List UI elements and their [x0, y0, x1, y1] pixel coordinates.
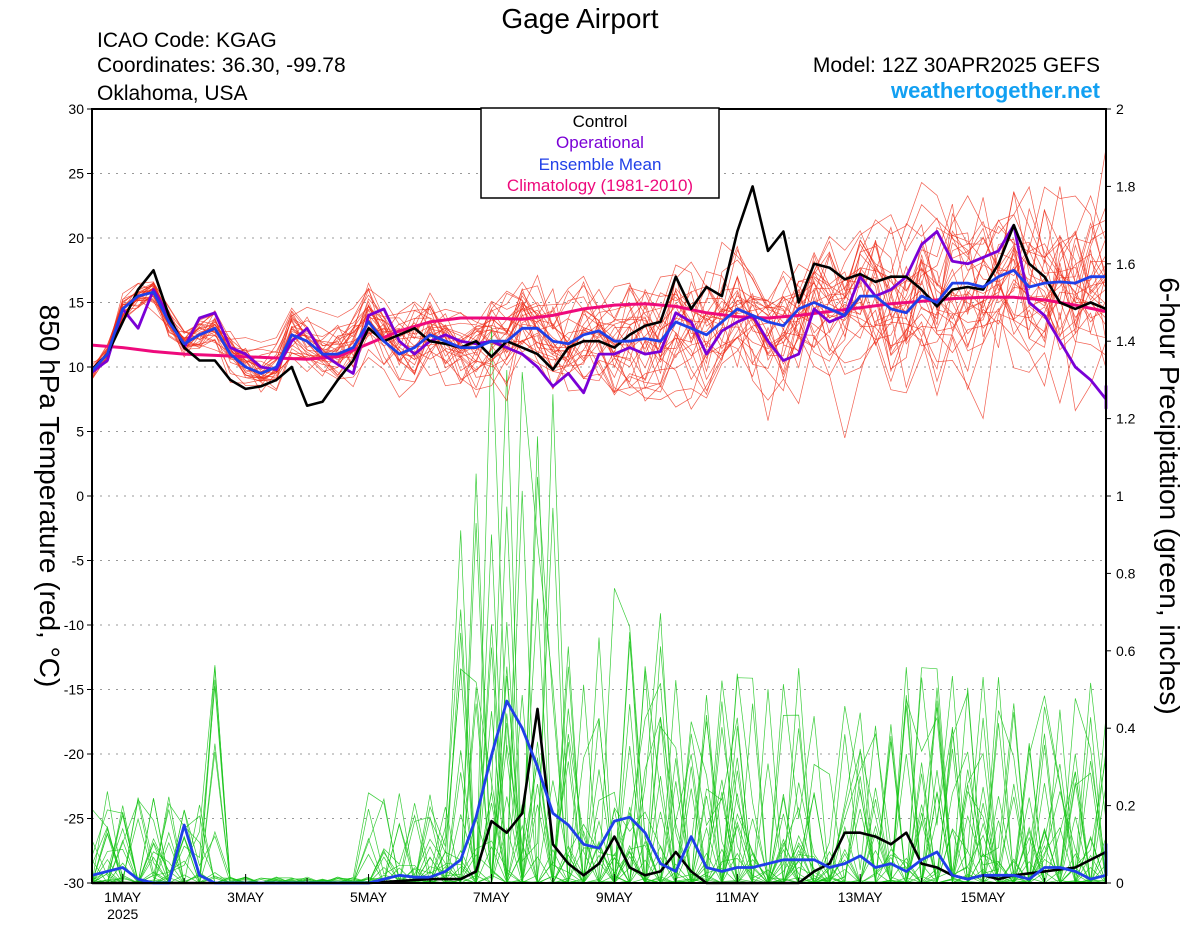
- chart-title: Gage Airport: [501, 3, 658, 34]
- right-tick-label: 1: [1116, 488, 1124, 504]
- x-tick-label: 3MAY: [227, 889, 265, 905]
- icao-code: ICAO Code: KGAG: [97, 29, 277, 52]
- temp-member-line: [91, 259, 1107, 412]
- right-tick-label: 1.2: [1116, 411, 1136, 427]
- left-tick-label: -30: [64, 875, 84, 891]
- temp-member-line: [91, 246, 1107, 394]
- right-axis-title: 6-hour Precipitation (green, inches): [1154, 277, 1185, 714]
- left-axis: 30 25 20 15 10 5 0 -5 -10 -15 -20 -25 -30: [64, 101, 92, 891]
- legend-operational: Operational: [556, 133, 644, 152]
- coordinates: Coordinates: 36.30, -99.78: [97, 54, 346, 77]
- left-tick-label: 0: [76, 488, 84, 504]
- x-tick-label: 15MAY: [961, 889, 1007, 905]
- right-tick-label: 2: [1116, 101, 1124, 117]
- legend-climatology: Climatology (1981-2010): [507, 176, 693, 195]
- legend-control: Control: [573, 112, 628, 131]
- left-tick-label: 10: [68, 359, 84, 375]
- climatology-line: [91, 295, 1107, 361]
- left-tick-label: -25: [64, 811, 84, 827]
- x-tick-sublabel: 2025: [107, 906, 138, 922]
- temp-member-line: [91, 217, 1107, 389]
- right-tick-label: 0.2: [1116, 798, 1136, 814]
- legend-ensemble-mean: Ensemble Mean: [539, 155, 662, 174]
- brand-link[interactable]: weathertogether.net: [890, 78, 1101, 103]
- left-tick-label: -5: [72, 553, 85, 569]
- left-tick-label: 30: [68, 101, 84, 117]
- right-tick-label: 0: [1116, 875, 1124, 891]
- mean-precip-line: [91, 699, 1108, 885]
- temp-member-line: [91, 191, 1107, 384]
- temp-member-line: [91, 212, 1107, 392]
- x-tick-label: 1MAY: [104, 889, 142, 905]
- temp-member-line: [91, 214, 1107, 373]
- right-tick-label: 1.8: [1116, 178, 1136, 194]
- left-axis-title: 850 hPa Temperature (red, °C): [34, 305, 65, 688]
- left-tick-label: 5: [76, 424, 84, 440]
- left-tick-label: 20: [68, 230, 84, 246]
- left-tick-label: 15: [68, 295, 84, 311]
- mean-temp-line: [90, 268, 1106, 375]
- x-tick-label: 13MAY: [838, 889, 884, 905]
- temp-member-line: [91, 251, 1107, 382]
- right-axis: 2 1.8 1.6 1.4 1.2 1 0.8 0.6 0.4 0.2 0: [1106, 101, 1136, 891]
- x-tick-label: 7MAY: [473, 889, 511, 905]
- x-tick-label: 5MAY: [350, 889, 388, 905]
- left-tick-label: -10: [64, 617, 84, 633]
- right-tick-label: 0.8: [1116, 565, 1136, 581]
- temp-member-line: [91, 204, 1107, 392]
- right-tick-label: 1.4: [1116, 333, 1136, 349]
- right-tick-label: 1.6: [1116, 256, 1136, 272]
- left-tick-label: -20: [64, 746, 84, 762]
- temp-member-line: [91, 206, 1107, 396]
- legend: Control Operational Ensemble Mean Climat…: [480, 107, 720, 199]
- left-tick-label: 25: [68, 166, 84, 182]
- model-run: Model: 12Z 30APR2025 GEFS: [813, 54, 1100, 77]
- right-tick-label: 0.6: [1116, 643, 1136, 659]
- right-tick-label: 0.4: [1116, 720, 1136, 736]
- left-tick-label: -15: [64, 682, 84, 698]
- control-temp-line: [91, 185, 1107, 408]
- x-tick-label: 11MAY: [715, 889, 759, 905]
- location: Oklahoma, USA: [97, 82, 248, 105]
- operational-temp-line: [91, 224, 1016, 395]
- x-tick-label: 9MAY: [596, 889, 634, 905]
